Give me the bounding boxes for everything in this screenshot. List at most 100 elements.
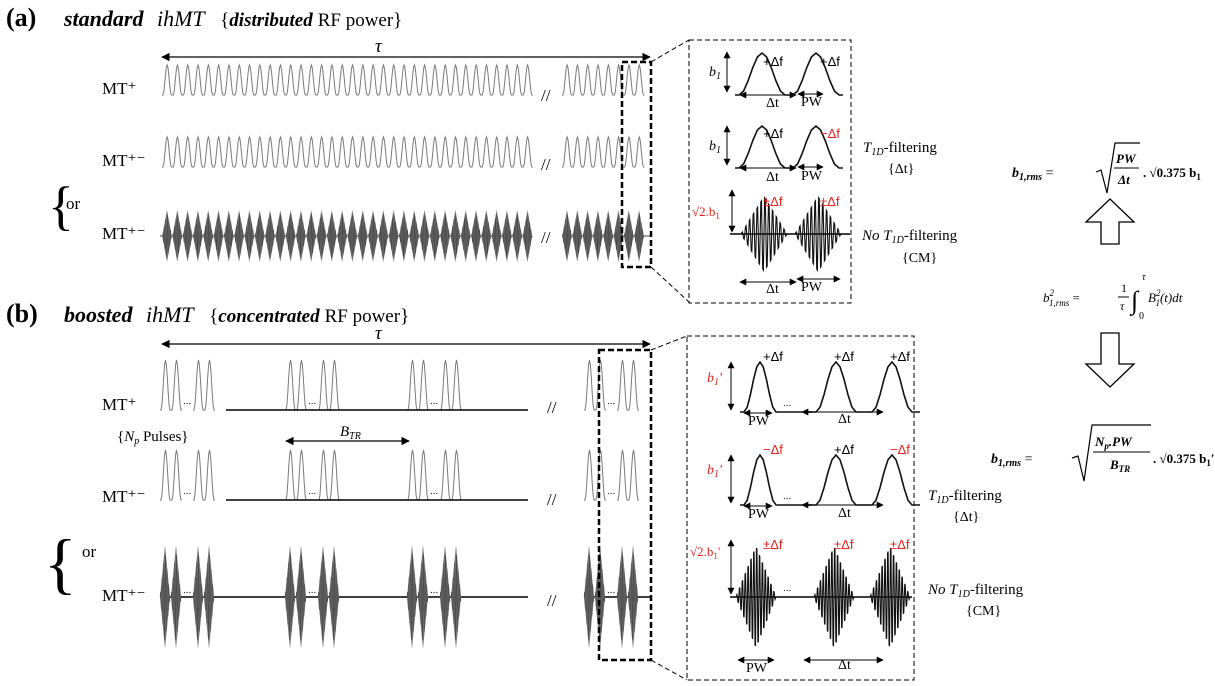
a-row3-cm-pulse-osc bbox=[172, 214, 183, 258]
b-row3-cm-pulse-osc bbox=[627, 554, 639, 640]
panel-a-brace: { bbox=[48, 176, 74, 236]
panel-a-inset-dt-1: Δt bbox=[766, 96, 779, 111]
b-row1-ellipsis: ... bbox=[430, 396, 438, 407]
b-inset-row2-p1 bbox=[740, 453, 780, 506]
b-row3-cm-pulse-osc bbox=[439, 554, 451, 640]
a-row3-cm-pulse-osc bbox=[306, 214, 317, 258]
b-inset-row2-ellipsis: ... bbox=[783, 491, 791, 502]
panel-a-inset-sqrt2b1: √2.b1 bbox=[692, 204, 720, 221]
a-row3-cm-pulse-osc bbox=[429, 214, 440, 258]
a-row3-cm-pulse-osc bbox=[357, 214, 368, 258]
panel-b-inset: ......... bbox=[727, 360, 920, 664]
panel-a-row1-label: MT⁺ bbox=[102, 79, 136, 98]
a-row2-pulses-left bbox=[162, 135, 533, 168]
panel-a-t1d-sub: {Δt} bbox=[888, 162, 914, 177]
panel-b-title-boosted: boosted bbox=[64, 302, 133, 327]
b-row1-group2-a bbox=[407, 359, 429, 411]
b-row3-cm-pulse-osc bbox=[170, 554, 182, 640]
panel-b-inset-pm-df-1: ±Δf bbox=[763, 537, 783, 552]
a-row3-cm-pulse-osc bbox=[285, 214, 296, 258]
a-row3-cm-pulse-osc bbox=[501, 214, 512, 258]
panel-b-t1d-sub: {Δt} bbox=[953, 510, 979, 525]
eq-top-sqrt bbox=[1095, 142, 1140, 194]
b-row2-group2-a bbox=[407, 449, 429, 501]
panel-b-title-ihmt: ihMT bbox=[146, 302, 195, 327]
b-row2-ellipsis: ... bbox=[183, 486, 191, 497]
panel-a-tau-label: τ bbox=[375, 36, 383, 57]
panel-a-brace-rest: RF power} bbox=[318, 10, 403, 31]
panel-a-cm-sub: {CM} bbox=[902, 251, 937, 266]
panel-a-inset-box bbox=[688, 39, 852, 304]
b-row3-cm-pulse-osc bbox=[583, 554, 595, 640]
panel-b-inset-minus-df-2: −Δf bbox=[890, 442, 910, 457]
panel-b-inset-plus-df-4: +Δf bbox=[834, 442, 854, 457]
a-row3-cm-pulse-osc bbox=[213, 214, 224, 258]
panel-b-break1: // bbox=[547, 398, 557, 417]
a-row3-cm-pulse-osc bbox=[316, 214, 327, 258]
panel-b-inset-pm-df-3: ±Δf bbox=[890, 537, 910, 552]
a-row3-cm-pulse-osc bbox=[471, 214, 481, 258]
panel-a-inset-pw-2: PW bbox=[801, 169, 823, 184]
b-row3-cm-pulse-osc bbox=[159, 554, 171, 640]
panel-a-letter: (a) bbox=[6, 3, 36, 32]
eq-top-num: PW bbox=[1116, 151, 1137, 166]
b-row1-ellipsis: ... bbox=[308, 396, 316, 407]
eq-up-arrow-icon bbox=[1084, 198, 1136, 245]
b-row2-group3-a bbox=[584, 449, 606, 501]
a-row3-cm-pulse-r-osc bbox=[572, 214, 583, 258]
panel-b-mt-plusminus-train: ............ bbox=[160, 449, 639, 501]
panel-a-inset-dt-2: Δt bbox=[766, 170, 779, 185]
panel-b-mt-cm-train: ............ bbox=[159, 545, 650, 649]
panel-b-break3: // bbox=[547, 591, 557, 610]
b-inset-cm-3 bbox=[869, 547, 911, 647]
b-row3-cm-pulse-osc bbox=[417, 554, 429, 640]
b-row2-ellipsis: ... bbox=[430, 486, 438, 497]
b-row1-group0-b bbox=[193, 359, 215, 411]
eq-bot-sqrt bbox=[1071, 424, 1151, 482]
a-row3-cm-pulse-r-osc bbox=[562, 214, 572, 258]
panel-a-highlight-box bbox=[620, 60, 653, 269]
b-row2-group1-b bbox=[318, 449, 340, 501]
a-row3-cm-pulse-osc bbox=[460, 214, 471, 258]
a-row3-cm-pulse-osc bbox=[162, 214, 172, 258]
panel-a-zoom-line-top bbox=[650, 39, 690, 63]
a-row3-cm-pulse-osc bbox=[223, 214, 234, 258]
b-row3-cm-pulse-osc bbox=[203, 554, 215, 640]
panel-b-inset-pw-1: PW bbox=[748, 414, 770, 429]
panel-b-inset-plus-df-3: +Δf bbox=[890, 349, 910, 364]
eq-mid-frac-num: 1 bbox=[1121, 281, 1127, 295]
a-row3-cm-pulse-osc bbox=[378, 214, 389, 258]
b-row3-ellipsis: ... bbox=[430, 585, 438, 596]
panel-b-inset-b1p-2: b1' bbox=[707, 463, 723, 480]
panel-b-cm-sub: {CM} bbox=[966, 604, 1001, 619]
b-inset-row1-p23 bbox=[808, 360, 920, 413]
b-row1-group1-a bbox=[285, 359, 307, 411]
panel-a-inset-minus-df: −Δf bbox=[820, 126, 840, 141]
b-inset-cm-1 bbox=[735, 547, 777, 647]
panel-b-inset-pw-3: PW bbox=[746, 661, 768, 676]
panel-b-row2-label: MT⁺⁻ bbox=[102, 487, 145, 506]
eq-mid-int-top: τ bbox=[1142, 272, 1146, 283]
panel-b-inset-dt-2: Δt bbox=[838, 506, 851, 521]
panel-b-highlight-box bbox=[597, 348, 653, 662]
a-row3-cm-pulse-r-osc bbox=[592, 214, 603, 258]
a-row3-cm-pulse-r-osc bbox=[623, 214, 634, 258]
a-row3-cm-pulse-osc bbox=[398, 214, 409, 258]
a-row3-cm-pulse-osc bbox=[244, 214, 255, 258]
eq-mid-int-bot: 0 bbox=[1139, 311, 1144, 322]
b-row3-cm-pulse-osc bbox=[450, 554, 462, 640]
a-row3-cm-pulse-osc bbox=[203, 214, 214, 258]
eq-mid-lhs: b2 1,rms = bbox=[1043, 288, 1080, 308]
panel-a-t1d-filtering: T1D-filtering bbox=[863, 140, 937, 158]
a-row3-cm-pulse-osc bbox=[265, 214, 275, 258]
panel-a-brace-distributed: distributed bbox=[229, 10, 313, 31]
eq-mid-frac-den: τ bbox=[1120, 299, 1125, 313]
panel-a-inset bbox=[723, 51, 850, 286]
eq-bot-num: Np.PW bbox=[1094, 434, 1133, 451]
b-row1-ellipsis: ... bbox=[607, 396, 615, 407]
a-row3-cm-pulse-osc bbox=[419, 214, 430, 258]
panel-b-zoom-line-top bbox=[650, 335, 688, 351]
a-row2-pulses-right bbox=[562, 135, 645, 168]
b-row2-group0-b bbox=[193, 449, 215, 501]
a-row3-cm-pulse-osc bbox=[234, 214, 245, 258]
